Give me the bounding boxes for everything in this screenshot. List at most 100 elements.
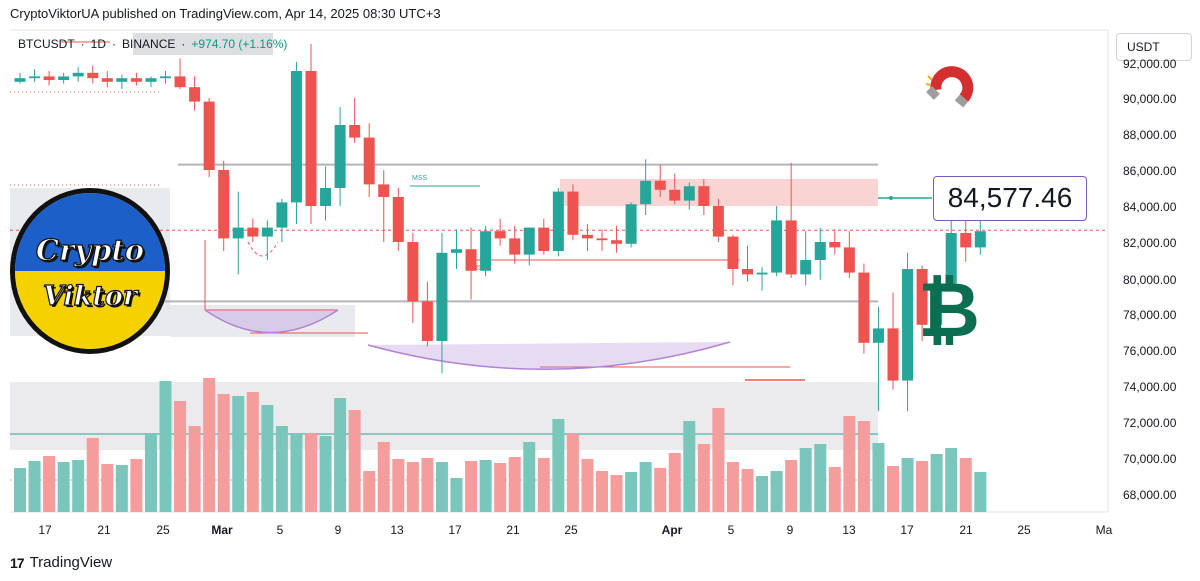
time-tick-label: 5	[277, 523, 284, 537]
volume-bar	[726, 462, 739, 512]
volume-bar	[72, 460, 85, 512]
volume-bar	[14, 468, 26, 512]
candle-body	[683, 186, 695, 201]
currency-button[interactable]: USDT	[1116, 33, 1192, 61]
volume-bar	[174, 401, 187, 512]
candle-body	[974, 231, 986, 248]
symbol-name: BTCUSDT	[18, 37, 75, 51]
volume-bar	[508, 457, 521, 512]
volume-bar	[406, 462, 419, 512]
price-tick-label: 68,000.00	[1123, 488, 1177, 502]
volume-bar	[57, 462, 70, 512]
price-tick-label: 74,000.00	[1123, 380, 1177, 394]
volume-bar	[479, 460, 492, 512]
volume-bar	[814, 444, 827, 512]
volume-bar	[596, 471, 608, 512]
candle-body	[451, 249, 462, 253]
bitcoin-icon: ₿	[918, 265, 980, 354]
candle-body	[189, 87, 201, 102]
crypto-viktor-logo: Crypto Viktor	[10, 188, 170, 354]
volume-zone	[10, 382, 878, 450]
candle-body	[421, 301, 433, 341]
volume-bar	[741, 469, 754, 512]
rounded-bottom-curve	[367, 341, 731, 370]
publish-header: CryptoViktorUA published on TradingView.…	[10, 6, 441, 21]
candle-body	[334, 125, 346, 188]
volume-bar	[872, 443, 885, 512]
time-tick-label: 9	[335, 523, 342, 537]
volume-bar	[799, 448, 812, 512]
volume-bar	[537, 458, 550, 512]
symbol-legend[interactable]: BTCUSDT · 1D · BINANCE · +974.70 (+1.16%…	[18, 33, 287, 55]
candle-body	[916, 269, 928, 325]
volume-bar	[246, 392, 259, 512]
candle-body	[494, 231, 506, 239]
volume-bar	[712, 408, 725, 512]
price-tick-label: 78,000.00	[1123, 308, 1177, 322]
separator-dot: ·	[112, 37, 117, 51]
resistance-zone	[560, 179, 878, 206]
exchange-label: BINANCE	[122, 37, 176, 51]
candle-body	[261, 227, 273, 237]
candle-body	[218, 170, 230, 239]
candle-body	[392, 197, 404, 242]
mss-lower-label: MSS	[472, 265, 488, 272]
interval-label: 1D	[90, 37, 107, 51]
time-tick-label: Mar	[211, 523, 233, 537]
volume-bar	[435, 462, 448, 512]
candle-body	[276, 202, 288, 228]
volume-bar	[785, 460, 798, 512]
candle-body	[742, 269, 753, 275]
candle-body	[247, 227, 259, 237]
time-tick-label: 9	[787, 523, 794, 537]
volume-bar	[275, 426, 288, 512]
separator-dot: ·	[80, 37, 85, 51]
price-tick-label: 84,000.00	[1123, 200, 1177, 214]
volume-bar	[232, 396, 245, 512]
volume-bar	[756, 476, 769, 512]
candle-body	[72, 72, 84, 77]
volume-bar	[843, 416, 856, 512]
price-tick-label: 76,000.00	[1123, 344, 1177, 358]
logo-blue-half	[15, 193, 165, 271]
time-tick-label: 17	[38, 523, 52, 537]
candle-body	[814, 242, 826, 260]
candle-body	[480, 231, 492, 271]
candle-body	[669, 189, 681, 201]
candle-body	[785, 220, 797, 275]
price-tick-label: 72,000.00	[1123, 416, 1177, 430]
candle-body	[101, 78, 113, 82]
volume-bar	[523, 442, 536, 512]
logo-yellow-half	[15, 271, 165, 349]
candle-body	[771, 220, 783, 273]
time-tick-label: 13	[390, 523, 404, 537]
logo-line-1: Crypto	[35, 232, 145, 267]
volume-bar	[217, 394, 230, 512]
volume-bar	[377, 442, 390, 512]
volume-bar	[144, 433, 157, 512]
volume-bar	[305, 433, 317, 512]
candle-body	[902, 269, 914, 381]
time-tick-label: 21	[959, 523, 973, 537]
volume-bar	[101, 464, 114, 512]
volume-bar	[290, 433, 303, 512]
logo-line-2: Viktor	[42, 280, 138, 312]
volume-bar	[901, 458, 914, 512]
mss-upper-label: MSS	[412, 175, 428, 182]
volume-bar	[115, 465, 128, 512]
volume-bar	[334, 398, 347, 512]
time-tick-label: 25	[156, 523, 170, 537]
current-price-label: 84,577.46	[933, 176, 1087, 221]
candle-body	[58, 76, 70, 80]
volume-bar	[959, 458, 972, 512]
volume-bar	[261, 405, 274, 512]
volume-bar	[930, 454, 943, 512]
candle-body	[436, 252, 448, 341]
volume-bar	[566, 434, 579, 512]
candle-body	[407, 242, 419, 302]
candle-body	[567, 191, 579, 235]
candle-body	[596, 238, 608, 241]
separator-dot: ·	[181, 37, 186, 51]
